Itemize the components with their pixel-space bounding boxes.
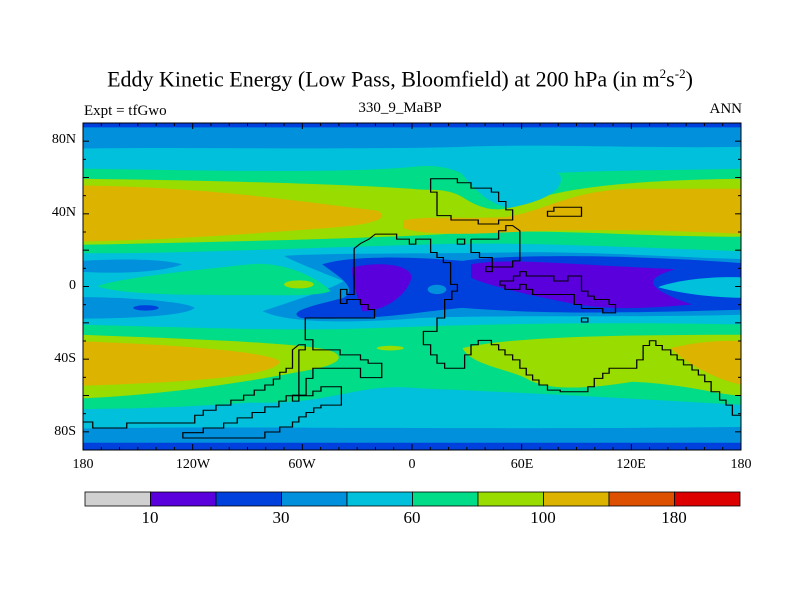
colorbar-box (412, 491, 479, 507)
season-label: ANN (709, 101, 743, 117)
lon-label-60w: 60W (288, 457, 316, 472)
lon-label-0: 0 (408, 457, 416, 472)
case-label: 330_9_MaBP (358, 100, 442, 116)
axis-ticks (82, 122, 742, 451)
colorbar-box (281, 491, 348, 507)
lon-label-60e: 60E (510, 457, 534, 472)
colorbar-box (346, 491, 413, 507)
lat-label-0: 0 (69, 278, 76, 293)
lat-label-40s: 40S (54, 351, 76, 366)
lat-label-40n: 40N (51, 205, 76, 220)
contour-field (83, 123, 741, 450)
colorbar-box (608, 491, 675, 507)
colorbar-label: 100 (530, 508, 556, 527)
colorbar-box (543, 491, 610, 507)
lon-label-180w: 180 (72, 457, 94, 472)
colorbar-box (84, 491, 151, 507)
lat-label-80s: 80S (54, 424, 76, 439)
lon-label-120w: 120W (175, 457, 211, 472)
lon-label-120e: 120E (616, 457, 646, 472)
lon-label-180e: 180 (730, 457, 752, 472)
coastlines (83, 178, 741, 439)
colorbar-box (477, 491, 544, 507)
colorbar-box (674, 491, 741, 507)
colorbar (84, 491, 741, 507)
experiment-label: Expt = tfGwo (84, 103, 167, 119)
colorbar-box (215, 491, 282, 507)
colorbar-label: 60 (403, 508, 421, 527)
lat-label-80n: 80N (51, 132, 76, 147)
colorbar-box (150, 491, 217, 507)
plot-title: Eddy Kinetic Energy (Low Pass, Bloomfiel… (107, 66, 693, 92)
colorbar-label: 10 (141, 508, 159, 527)
colorbar-label: 30 (272, 508, 290, 527)
colorbar-label: 180 (661, 508, 687, 527)
